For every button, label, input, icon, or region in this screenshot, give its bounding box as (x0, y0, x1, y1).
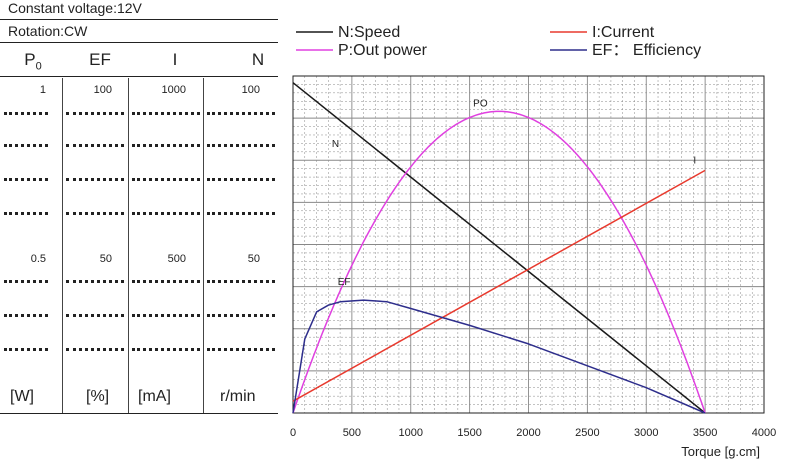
dotted-tick (4, 144, 48, 147)
dotted-tick (4, 112, 48, 115)
curve-label-efficiency: EF (338, 277, 351, 288)
speed-unit: r/min (220, 388, 256, 405)
dotted-tick (66, 144, 124, 147)
dotted-tick (66, 280, 124, 283)
column-header-power: P0 (10, 50, 56, 72)
dotted-tick (207, 280, 275, 283)
dotted-tick (132, 348, 200, 351)
dotted-tick (4, 348, 48, 351)
dotted-tick (66, 212, 124, 215)
x-tick-label: 1500 (457, 427, 481, 439)
dotted-tick (207, 112, 275, 115)
dotted-tick (207, 178, 275, 181)
x-tick-label: 500 (343, 427, 361, 439)
curve-label-speed: N (332, 139, 339, 150)
dotted-tick (132, 144, 200, 147)
column-header-speed: N (251, 50, 265, 69)
power-mid-value: 0.5 (30, 253, 46, 265)
dotted-tick (4, 280, 48, 283)
dotted-tick (4, 314, 48, 317)
divider-bottom (0, 413, 278, 414)
efficiency-mid-value: 50 (99, 253, 112, 265)
spec-panel: Constant voltage:12V Rotation:CW P0 EF I… (0, 0, 278, 463)
legend-label-speed: N:Speed (338, 24, 400, 41)
dotted-tick (4, 178, 48, 181)
plot-frame (292, 75, 765, 414)
x-tick-label: 4000 (752, 427, 776, 439)
series-line-efficiency (292, 299, 706, 414)
dotted-tick (66, 348, 124, 351)
dotted-tick (207, 314, 275, 317)
dotted-tick (207, 212, 275, 215)
x-tick-label: 2000 (516, 427, 540, 439)
dotted-tick (132, 314, 200, 317)
x-axis-label: Torque [g.cm] (681, 444, 760, 459)
column-header-power-sub: 0 (35, 60, 42, 73)
curve-labels: N PO I EF (332, 98, 696, 288)
efficiency-top-value: 100 (93, 84, 112, 96)
legend-label-power: P:Out power (338, 42, 428, 59)
current-unit: [mA] (138, 388, 171, 405)
curve-label-power: PO (473, 98, 488, 109)
column-divider-3 (203, 78, 204, 413)
x-tick-label: 1000 (399, 427, 423, 439)
column-header-efficiency: EF (89, 50, 111, 69)
column-header-power-name: P (24, 50, 36, 69)
dotted-tick (207, 144, 275, 147)
dotted-tick (132, 212, 200, 215)
divider-header (0, 42, 278, 43)
dotted-tick (66, 112, 124, 115)
dotted-tick (132, 178, 200, 181)
x-axis-tick-labels: 0 500 1000 1500 2000 2500 3000 3500 4000 (290, 427, 776, 439)
speed-mid-value: 50 (247, 253, 260, 265)
divider-top (0, 19, 278, 20)
efficiency-unit: [%] (86, 388, 110, 405)
dotted-tick (66, 178, 124, 181)
rotation-label: Rotation:CW (8, 23, 88, 39)
legend-label-efficiency: EF： Efficiency (592, 42, 701, 59)
dotted-tick (207, 348, 275, 351)
divider-columns (0, 76, 278, 77)
series-line-speed (292, 82, 706, 414)
x-tick-label: 3000 (634, 427, 658, 439)
series-line-current (292, 169, 706, 402)
dotted-tick (4, 212, 48, 215)
current-top-value: 1000 (161, 84, 186, 96)
x-tick-label: 3500 (693, 427, 717, 439)
power-top-value: 1 (39, 84, 46, 96)
dotted-tick (66, 314, 124, 317)
dotted-tick (132, 112, 200, 115)
legend-label-current: I:Current (592, 24, 655, 41)
series-line-power (292, 110, 706, 414)
column-divider-1 (62, 78, 63, 413)
current-mid-value: 500 (167, 253, 186, 265)
column-header-current: I (172, 50, 178, 69)
series-lines (292, 82, 706, 414)
curve-label-current: I (693, 156, 696, 167)
speed-top-value: 100 (241, 84, 260, 96)
power-unit: [W] (10, 388, 34, 405)
column-divider-2 (128, 78, 129, 413)
x-tick-label: 2500 (575, 427, 599, 439)
dotted-tick (132, 280, 200, 283)
x-tick-label: 0 (290, 427, 296, 439)
voltage-label: Constant voltage:12V (8, 0, 142, 16)
